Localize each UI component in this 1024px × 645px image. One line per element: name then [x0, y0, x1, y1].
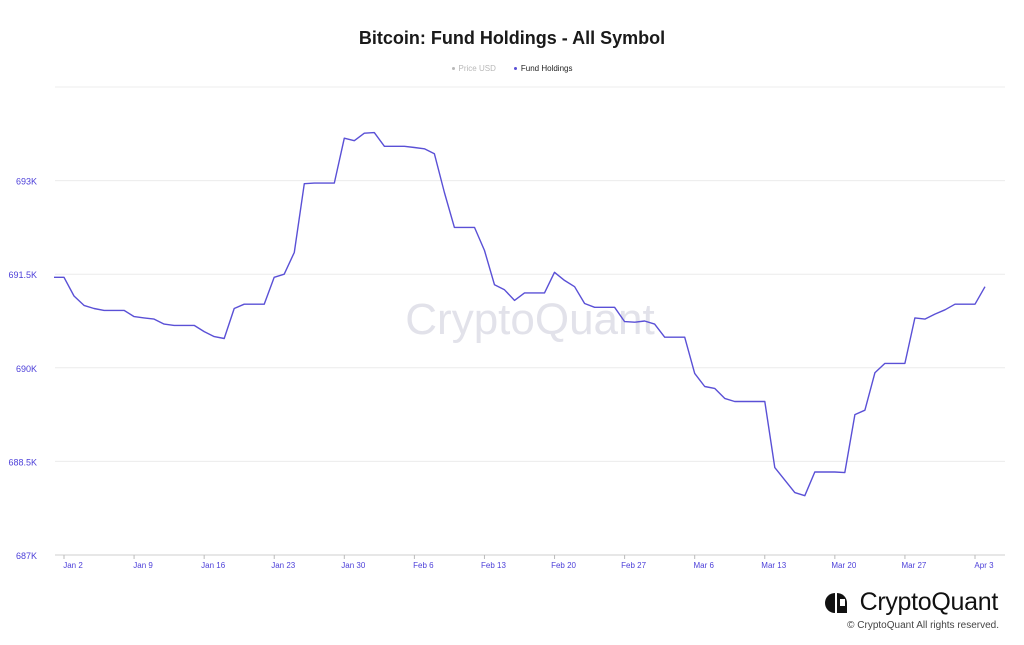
x-tick-label: Jan 30 [341, 561, 366, 570]
legend-label-fund-holdings: Fund Holdings [520, 64, 573, 73]
x-tick-label: Mar 20 [831, 561, 856, 570]
x-tick-label: Feb 6 [413, 561, 434, 570]
legend-item-fund-holdings[interactable]: Fund Holdings [513, 64, 573, 73]
x-tick-label: Feb 27 [621, 561, 646, 570]
x-tick-label: Feb 13 [481, 561, 506, 570]
x-tick-label: Feb 20 [551, 561, 576, 570]
y-tick-label: 690K [16, 364, 37, 374]
cryptoquant-logo-icon [824, 592, 847, 613]
legend-marker-price [451, 67, 455, 70]
x-tick-label: Jan 2 [63, 561, 83, 570]
x-tick-label: Mar 6 [693, 561, 714, 570]
legend-item-price[interactable]: Price USD [451, 64, 496, 73]
watermark-text: CryptoQuant [405, 295, 654, 344]
x-tick-label: Mar 27 [901, 561, 926, 570]
legend-marker-fund-holdings [513, 67, 517, 70]
y-tick-label: 691.5K [8, 270, 37, 280]
chart-legend: Price USD Fund Holdings [0, 64, 1024, 73]
chart-title: Bitcoin: Fund Holdings - All Symbol [358, 28, 666, 48]
y-tick-label: 687K [16, 551, 37, 561]
y-tick-label: 688.5K [8, 457, 37, 467]
fund-holdings-line [54, 131, 986, 497]
y-axis: 687K 688.5K 690K 691.5K 693K [8, 177, 37, 561]
legend-label-price: Price USD [458, 64, 496, 73]
x-tick-label: Jan 16 [201, 561, 226, 570]
brand-name: CryptoQuant [859, 588, 999, 616]
brand-logo: CryptoQuant [824, 588, 998, 617]
x-tick-label: Jan 9 [133, 561, 153, 570]
x-tick-label: Jan 23 [271, 561, 296, 570]
x-tick-label: Apr 3 [974, 561, 994, 570]
grid-lines [55, 86, 1005, 556]
y-tick-label: 693K [16, 177, 37, 187]
x-axis: Jan 2 Jan 9 Jan 16 Jan 23 Jan 30 Feb 6 Feb 13 F… [63, 555, 994, 570]
x-tick-label: Mar 13 [761, 561, 786, 570]
copyright-text: © CryptoQuant All rights reserved. [847, 620, 999, 631]
series-group [54, 131, 986, 497]
